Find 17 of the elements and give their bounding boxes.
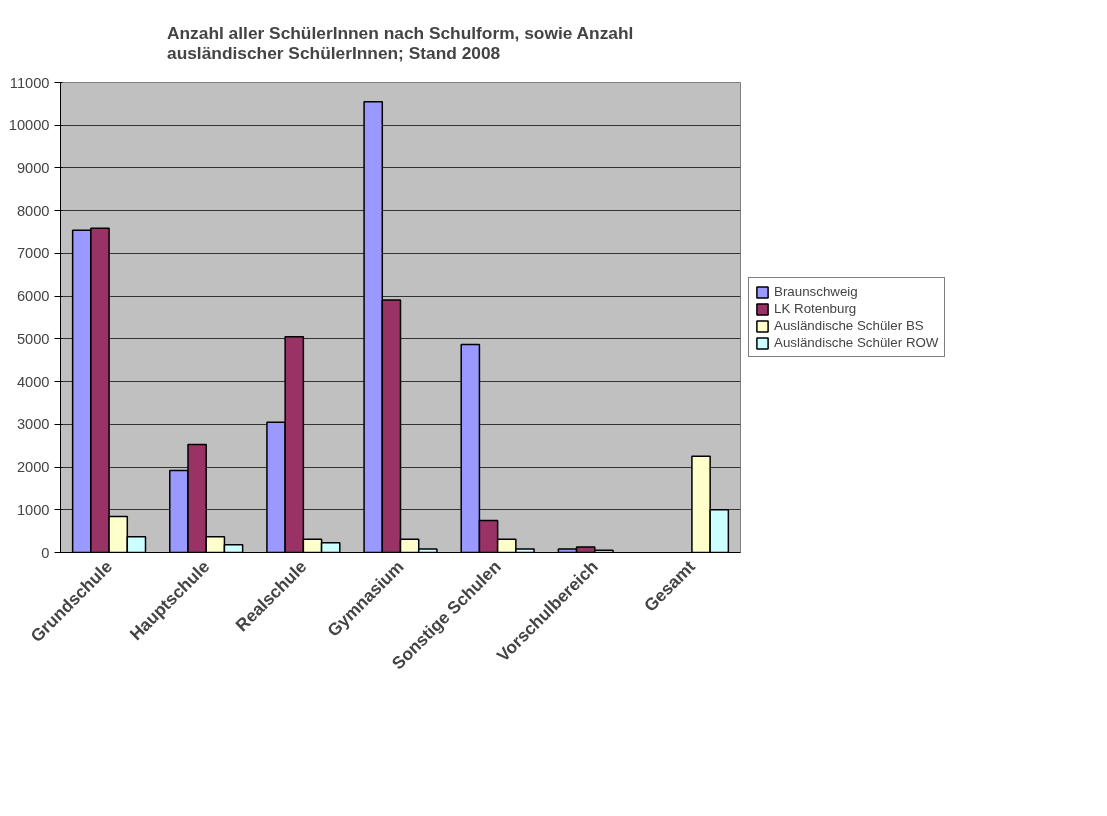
y-tick-label: 8000 [16, 202, 50, 219]
y-tick-label: 5000 [16, 330, 50, 347]
y-tick-label: 11000 [9, 74, 50, 91]
y-tick-label: 4000 [16, 373, 50, 390]
y-tick-label: 1000 [16, 501, 50, 518]
y-tick-label: 3000 [16, 416, 50, 433]
y-tick-label: 10000 [8, 117, 50, 134]
chart-title: Anzahl aller SchülerInnen nach Schulform, sowie Anzahl ausländischer SchülerInnen; Stand 2008 [167, 22, 634, 63]
y-tick-label: 2000 [16, 459, 50, 476]
legend-label: Ausländische Schüler BS [774, 318, 924, 333]
y-tick-label: 9000 [16, 159, 50, 176]
legend-label: Braunschweig [774, 284, 858, 299]
y-tick-label: 7000 [16, 245, 50, 262]
y-tick-label: 6000 [16, 288, 50, 305]
legend-label: Ausländische Schüler ROW [774, 335, 939, 350]
legend-label: LK Rotenburg [774, 301, 857, 316]
y-tick-label: 0 [41, 544, 50, 561]
